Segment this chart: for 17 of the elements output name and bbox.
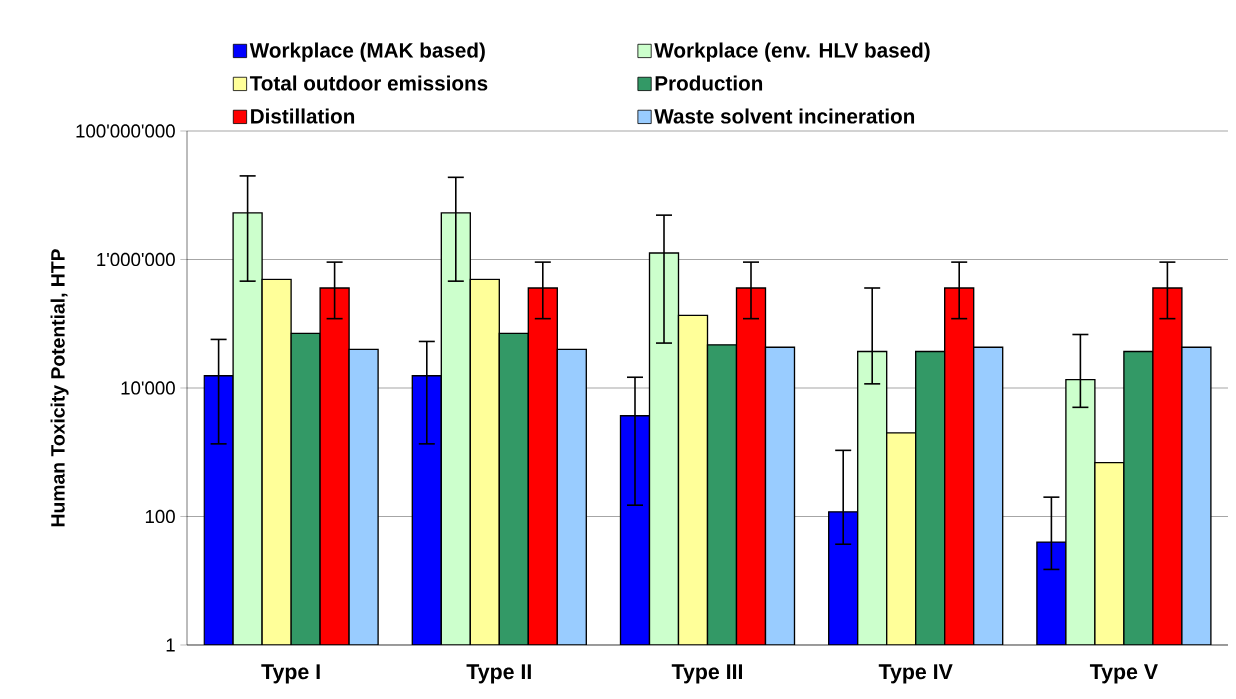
x-tick-label: Type I bbox=[261, 664, 320, 684]
y-tick-label: 1 bbox=[166, 638, 175, 652]
legend-label: Distillation bbox=[251, 108, 355, 124]
x-tick-label: Type II bbox=[466, 664, 531, 684]
x-tick-label: Type IV bbox=[878, 664, 953, 684]
y-axis-title: Human Toxicity Potential, HTP bbox=[50, 249, 69, 527]
legend-label: Production bbox=[655, 75, 763, 91]
x-tick-label: Type III bbox=[671, 664, 743, 684]
y-tick-label: 100 bbox=[145, 509, 175, 524]
legend-label: Workplace (MAK based) bbox=[249, 42, 485, 62]
y-tick-label: 1'000'000 bbox=[97, 252, 175, 267]
y-tick-label: 100'000'000 bbox=[76, 124, 175, 138]
x-tick-label: Type V bbox=[1089, 664, 1158, 684]
legend-label: Waste solvent incineration bbox=[654, 108, 915, 124]
legend-label: Workplace (env. HLV based) bbox=[654, 42, 930, 62]
y-tick-label: 10'000 bbox=[121, 381, 175, 395]
legend-label: Total outdoor emissions bbox=[249, 75, 488, 91]
